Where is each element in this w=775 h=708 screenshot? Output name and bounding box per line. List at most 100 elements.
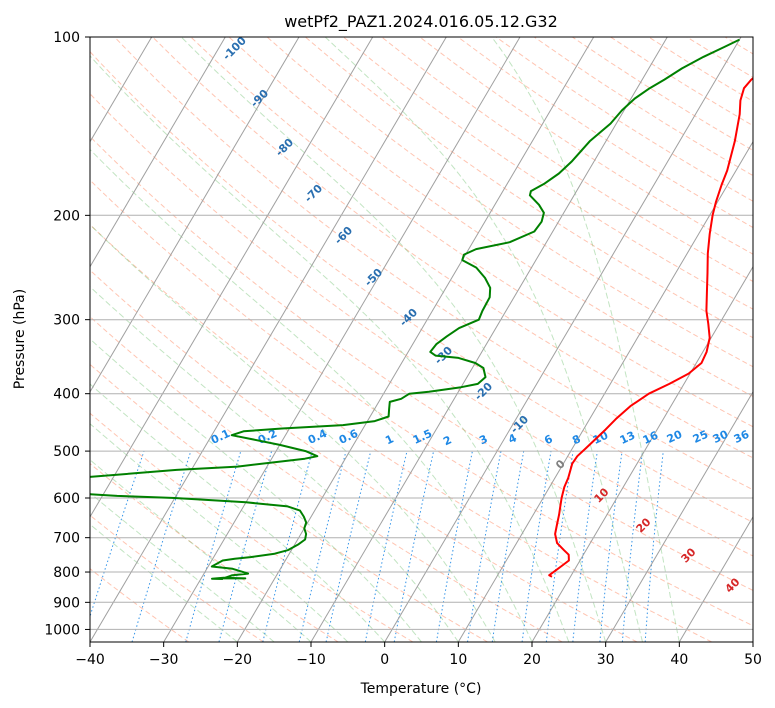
dry-adiabat	[533, 37, 753, 177]
x-tick-label: 0	[380, 652, 389, 668]
isotherm	[90, 37, 153, 143]
mixing-ratio-label: 0.6	[337, 427, 360, 447]
mixing-ratio-label: 0.1	[209, 427, 232, 447]
temperature-line	[548, 76, 753, 578]
moist-adiabat	[180, 37, 607, 642]
dry-adiabat	[190, 37, 753, 428]
mixing-ratio-line	[364, 450, 408, 642]
dry-adiabat	[90, 514, 264, 642]
mixing-ratio-line	[185, 450, 242, 642]
mixing-ratio-line	[131, 450, 192, 642]
mixing-ratio-label: 0.4	[306, 427, 329, 447]
mixing-ratio-label: 25	[691, 428, 710, 446]
mixing-ratio-line	[298, 450, 347, 642]
plot-area: -100-90-80-70-60-50-40-30-20-100.1 0.2 0.4…	[90, 37, 753, 642]
plot-frame	[89, 36, 754, 643]
dry-adiabat	[90, 269, 638, 642]
dry-adiabat	[266, 37, 753, 368]
mixing-ratio-line	[393, 450, 435, 642]
moist-adiabat	[90, 55, 570, 642]
moist-adiabats	[90, 37, 680, 642]
dry-adiabat-label: -70	[302, 182, 325, 205]
isotherm	[605, 390, 753, 642]
x-tick-label: 30	[597, 652, 615, 668]
moist-adiabat	[90, 459, 312, 642]
pressure-gridlines	[90, 37, 753, 630]
isotherm	[678, 515, 753, 642]
lcl-label: 10	[592, 485, 612, 505]
isotherm	[90, 37, 300, 393]
mixing-ratio-label: 6	[542, 432, 555, 447]
dry-adiabat-label: -40	[397, 306, 420, 329]
mixing-ratio-label: 30	[711, 428, 731, 446]
moist-adiabat	[90, 492, 275, 642]
isotherm	[90, 37, 374, 518]
dry-adiabat-label: -60	[332, 224, 355, 247]
dry-adiabat	[90, 363, 488, 642]
lcl-label: 40	[723, 575, 743, 595]
y-tick-label: 200	[53, 208, 80, 224]
lcl-label: 30	[679, 545, 699, 565]
dry-adiabat-label: -20	[472, 380, 495, 403]
mixing-ratio-lines	[90, 450, 664, 642]
dry-adiabat	[457, 37, 753, 229]
dry-adiabat	[381, 37, 753, 282]
mixing-ratio-label: 1	[383, 432, 395, 447]
mixing-ratio-label: 13	[618, 429, 637, 447]
y-tick-label: 900	[53, 595, 80, 611]
moist-adiabat	[90, 338, 422, 642]
dry-adiabat	[90, 568, 190, 642]
x-tick-label: 20	[523, 652, 541, 668]
y-tick-label: 500	[53, 444, 80, 460]
mixing-ratio-line	[521, 451, 552, 642]
mixing-ratio-line	[545, 451, 574, 642]
y-axis: 100 200 300 400 500 600 700 800 900 1000	[44, 30, 90, 638]
x-tick-label: 10	[449, 652, 467, 668]
mixing-ratio-line	[262, 450, 313, 642]
dewpoint-line	[90, 38, 740, 580]
dry-adiabat	[90, 223, 712, 642]
mixing-ratio-line	[491, 451, 525, 642]
mixing-ratio-line	[435, 451, 473, 642]
dry-adiabat	[90, 462, 339, 642]
x-tick-label: 40	[670, 652, 688, 668]
isotherm	[752, 641, 753, 642]
moist-adiabat	[90, 523, 238, 642]
mixing-ratio-label: 20	[665, 428, 685, 446]
mixing-ratio-line	[599, 451, 623, 642]
dry-adiabat-label: -80	[273, 136, 296, 159]
moist-adiabat	[491, 37, 680, 642]
y-tick-label: 600	[53, 491, 80, 507]
x-axis-label: Temperature (°C)	[360, 681, 482, 697]
mixing-ratio-line	[90, 450, 145, 618]
isotherm	[310, 37, 668, 642]
y-tick-label: 800	[53, 565, 80, 581]
dry-adiabat	[90, 179, 753, 627]
isotherm	[90, 37, 447, 642]
mixing-ratio-label: 10	[591, 429, 611, 447]
dry-adiabat	[343, 37, 753, 310]
mixing-ratio-label: 2	[441, 433, 453, 448]
mixing-ratio-label: 1.5	[411, 427, 434, 447]
x-tick-label: −30	[149, 652, 179, 668]
isotherm	[384, 37, 742, 642]
mixing-ratio-line	[621, 451, 644, 642]
dry-adiabat	[114, 37, 753, 491]
isotherm	[163, 37, 521, 642]
dry-adiabat	[90, 315, 563, 642]
y-tick-label: 300	[53, 313, 80, 329]
chart-title: wetPf2_PAZ1.2024.016.05.12.G32	[284, 12, 558, 32]
y-tick-label: 100	[53, 30, 80, 46]
dry-adiabat	[90, 135, 753, 591]
y-tick-label: 400	[53, 387, 80, 403]
x-tick-label: −10	[296, 652, 326, 668]
dry-adiabat	[90, 412, 414, 642]
mixing-ratio-line	[467, 451, 502, 642]
y-tick-label: 1000	[44, 622, 80, 638]
y-tick-label: 700	[53, 531, 80, 547]
moist-adiabat	[90, 383, 386, 642]
mixing-ratio-label: 3	[477, 432, 489, 447]
dry-adiabat	[304, 37, 753, 339]
lcl-label: 20	[634, 515, 654, 535]
